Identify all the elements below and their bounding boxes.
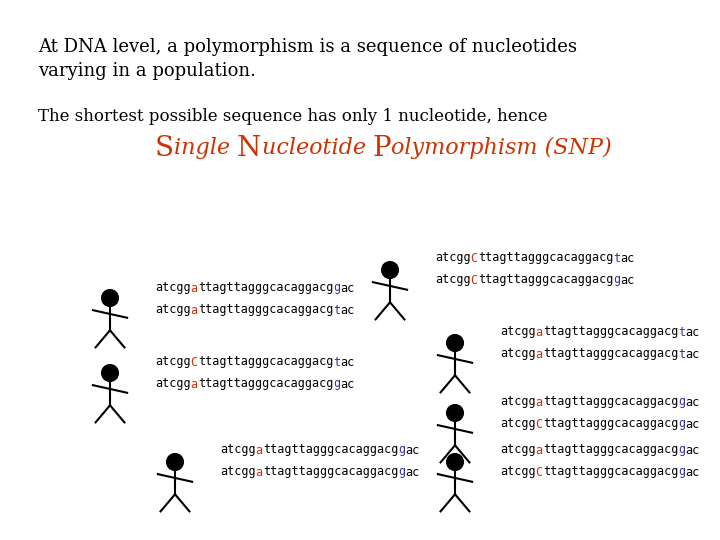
Text: ac: ac xyxy=(685,465,700,478)
Text: ttagttagggcacaggacg: ttagttagggcacaggacg xyxy=(198,303,333,316)
Text: g: g xyxy=(678,417,685,430)
Text: N: N xyxy=(237,134,261,161)
Text: S: S xyxy=(155,134,174,161)
Text: ttagttagggcacaggacg: ttagttagggcacaggacg xyxy=(478,252,613,265)
Text: ac: ac xyxy=(341,355,354,368)
Text: atcgg: atcgg xyxy=(500,395,536,408)
Text: atcgg: atcgg xyxy=(500,417,536,430)
Text: g: g xyxy=(333,377,341,390)
Circle shape xyxy=(102,289,118,306)
Text: atcgg: atcgg xyxy=(155,355,191,368)
Text: ac: ac xyxy=(620,273,634,287)
Text: atcgg: atcgg xyxy=(500,443,536,456)
Text: ac: ac xyxy=(341,303,354,316)
Text: atcgg: atcgg xyxy=(155,281,191,294)
Text: C: C xyxy=(536,465,543,478)
Text: ttagttagggcacaggacg: ttagttagggcacaggacg xyxy=(263,465,398,478)
Text: g: g xyxy=(333,281,341,294)
Text: ac: ac xyxy=(685,348,700,361)
Text: t: t xyxy=(333,355,341,368)
Text: C: C xyxy=(471,273,478,287)
Text: a: a xyxy=(191,281,198,294)
Text: varying in a population.: varying in a population. xyxy=(38,62,256,80)
Text: ttagttagggcacaggacg: ttagttagggcacaggacg xyxy=(198,355,333,368)
Text: t: t xyxy=(613,252,620,265)
Text: ac: ac xyxy=(405,443,420,456)
Text: ac: ac xyxy=(405,465,420,478)
Text: g: g xyxy=(678,443,685,456)
Text: ttagttagggcacaggacg: ttagttagggcacaggacg xyxy=(478,273,613,287)
Text: ttagttagggcacaggacg: ttagttagggcacaggacg xyxy=(543,395,678,408)
Text: The shortest possible sequence has only 1 nucleotide, hence: The shortest possible sequence has only … xyxy=(38,108,547,125)
Text: atcgg: atcgg xyxy=(500,326,536,339)
Text: C: C xyxy=(191,355,198,368)
Text: atcgg: atcgg xyxy=(220,443,256,456)
Text: ac: ac xyxy=(341,377,354,390)
Text: a: a xyxy=(536,443,543,456)
Text: At DNA level, a polymorphism is a sequence of nucleotides: At DNA level, a polymorphism is a sequen… xyxy=(38,38,577,56)
Text: olymorphism (SNP): olymorphism (SNP) xyxy=(391,137,612,159)
Text: t: t xyxy=(678,348,685,361)
Text: ac: ac xyxy=(685,443,700,456)
Text: ttagttagggcacaggacg: ttagttagggcacaggacg xyxy=(543,443,678,456)
Circle shape xyxy=(102,364,118,381)
Text: g: g xyxy=(613,273,620,287)
Circle shape xyxy=(446,335,464,352)
Circle shape xyxy=(166,454,184,470)
Circle shape xyxy=(446,404,464,421)
Text: ttagttagggcacaggacg: ttagttagggcacaggacg xyxy=(543,348,678,361)
Text: ttagttagggcacaggacg: ttagttagggcacaggacg xyxy=(263,443,398,456)
Text: ttagttagggcacaggacg: ttagttagggcacaggacg xyxy=(543,326,678,339)
Text: ttagttagggcacaggacg: ttagttagggcacaggacg xyxy=(543,465,678,478)
Text: a: a xyxy=(191,377,198,390)
Text: t: t xyxy=(678,326,685,339)
Text: a: a xyxy=(536,395,543,408)
Text: C: C xyxy=(536,417,543,430)
Text: atcgg: atcgg xyxy=(435,252,471,265)
Text: ttagttagggcacaggacg: ttagttagggcacaggacg xyxy=(198,281,333,294)
Text: ttagttagggcacaggacg: ttagttagggcacaggacg xyxy=(543,417,678,430)
Text: ttagttagggcacaggacg: ttagttagggcacaggacg xyxy=(198,377,333,390)
Text: ucleotide: ucleotide xyxy=(261,137,373,159)
Text: g: g xyxy=(398,465,405,478)
Text: atcgg: atcgg xyxy=(500,465,536,478)
Text: a: a xyxy=(536,348,543,361)
Text: g: g xyxy=(678,395,685,408)
Text: g: g xyxy=(678,465,685,478)
Text: a: a xyxy=(191,303,198,316)
Text: ac: ac xyxy=(341,281,354,294)
Text: atcgg: atcgg xyxy=(435,273,471,287)
Text: ac: ac xyxy=(685,395,700,408)
Circle shape xyxy=(382,262,398,278)
Text: g: g xyxy=(398,443,405,456)
Text: atcgg: atcgg xyxy=(155,377,191,390)
Circle shape xyxy=(446,454,464,470)
Text: a: a xyxy=(256,465,263,478)
Text: a: a xyxy=(256,443,263,456)
Text: ac: ac xyxy=(685,326,700,339)
Text: ac: ac xyxy=(620,252,634,265)
Text: ac: ac xyxy=(685,417,700,430)
Text: atcgg: atcgg xyxy=(220,465,256,478)
Text: atcgg: atcgg xyxy=(155,303,191,316)
Text: a: a xyxy=(536,326,543,339)
Text: ingle: ingle xyxy=(174,137,237,159)
Text: t: t xyxy=(333,303,341,316)
Text: C: C xyxy=(471,252,478,265)
Text: atcgg: atcgg xyxy=(500,348,536,361)
Text: P: P xyxy=(373,134,391,161)
